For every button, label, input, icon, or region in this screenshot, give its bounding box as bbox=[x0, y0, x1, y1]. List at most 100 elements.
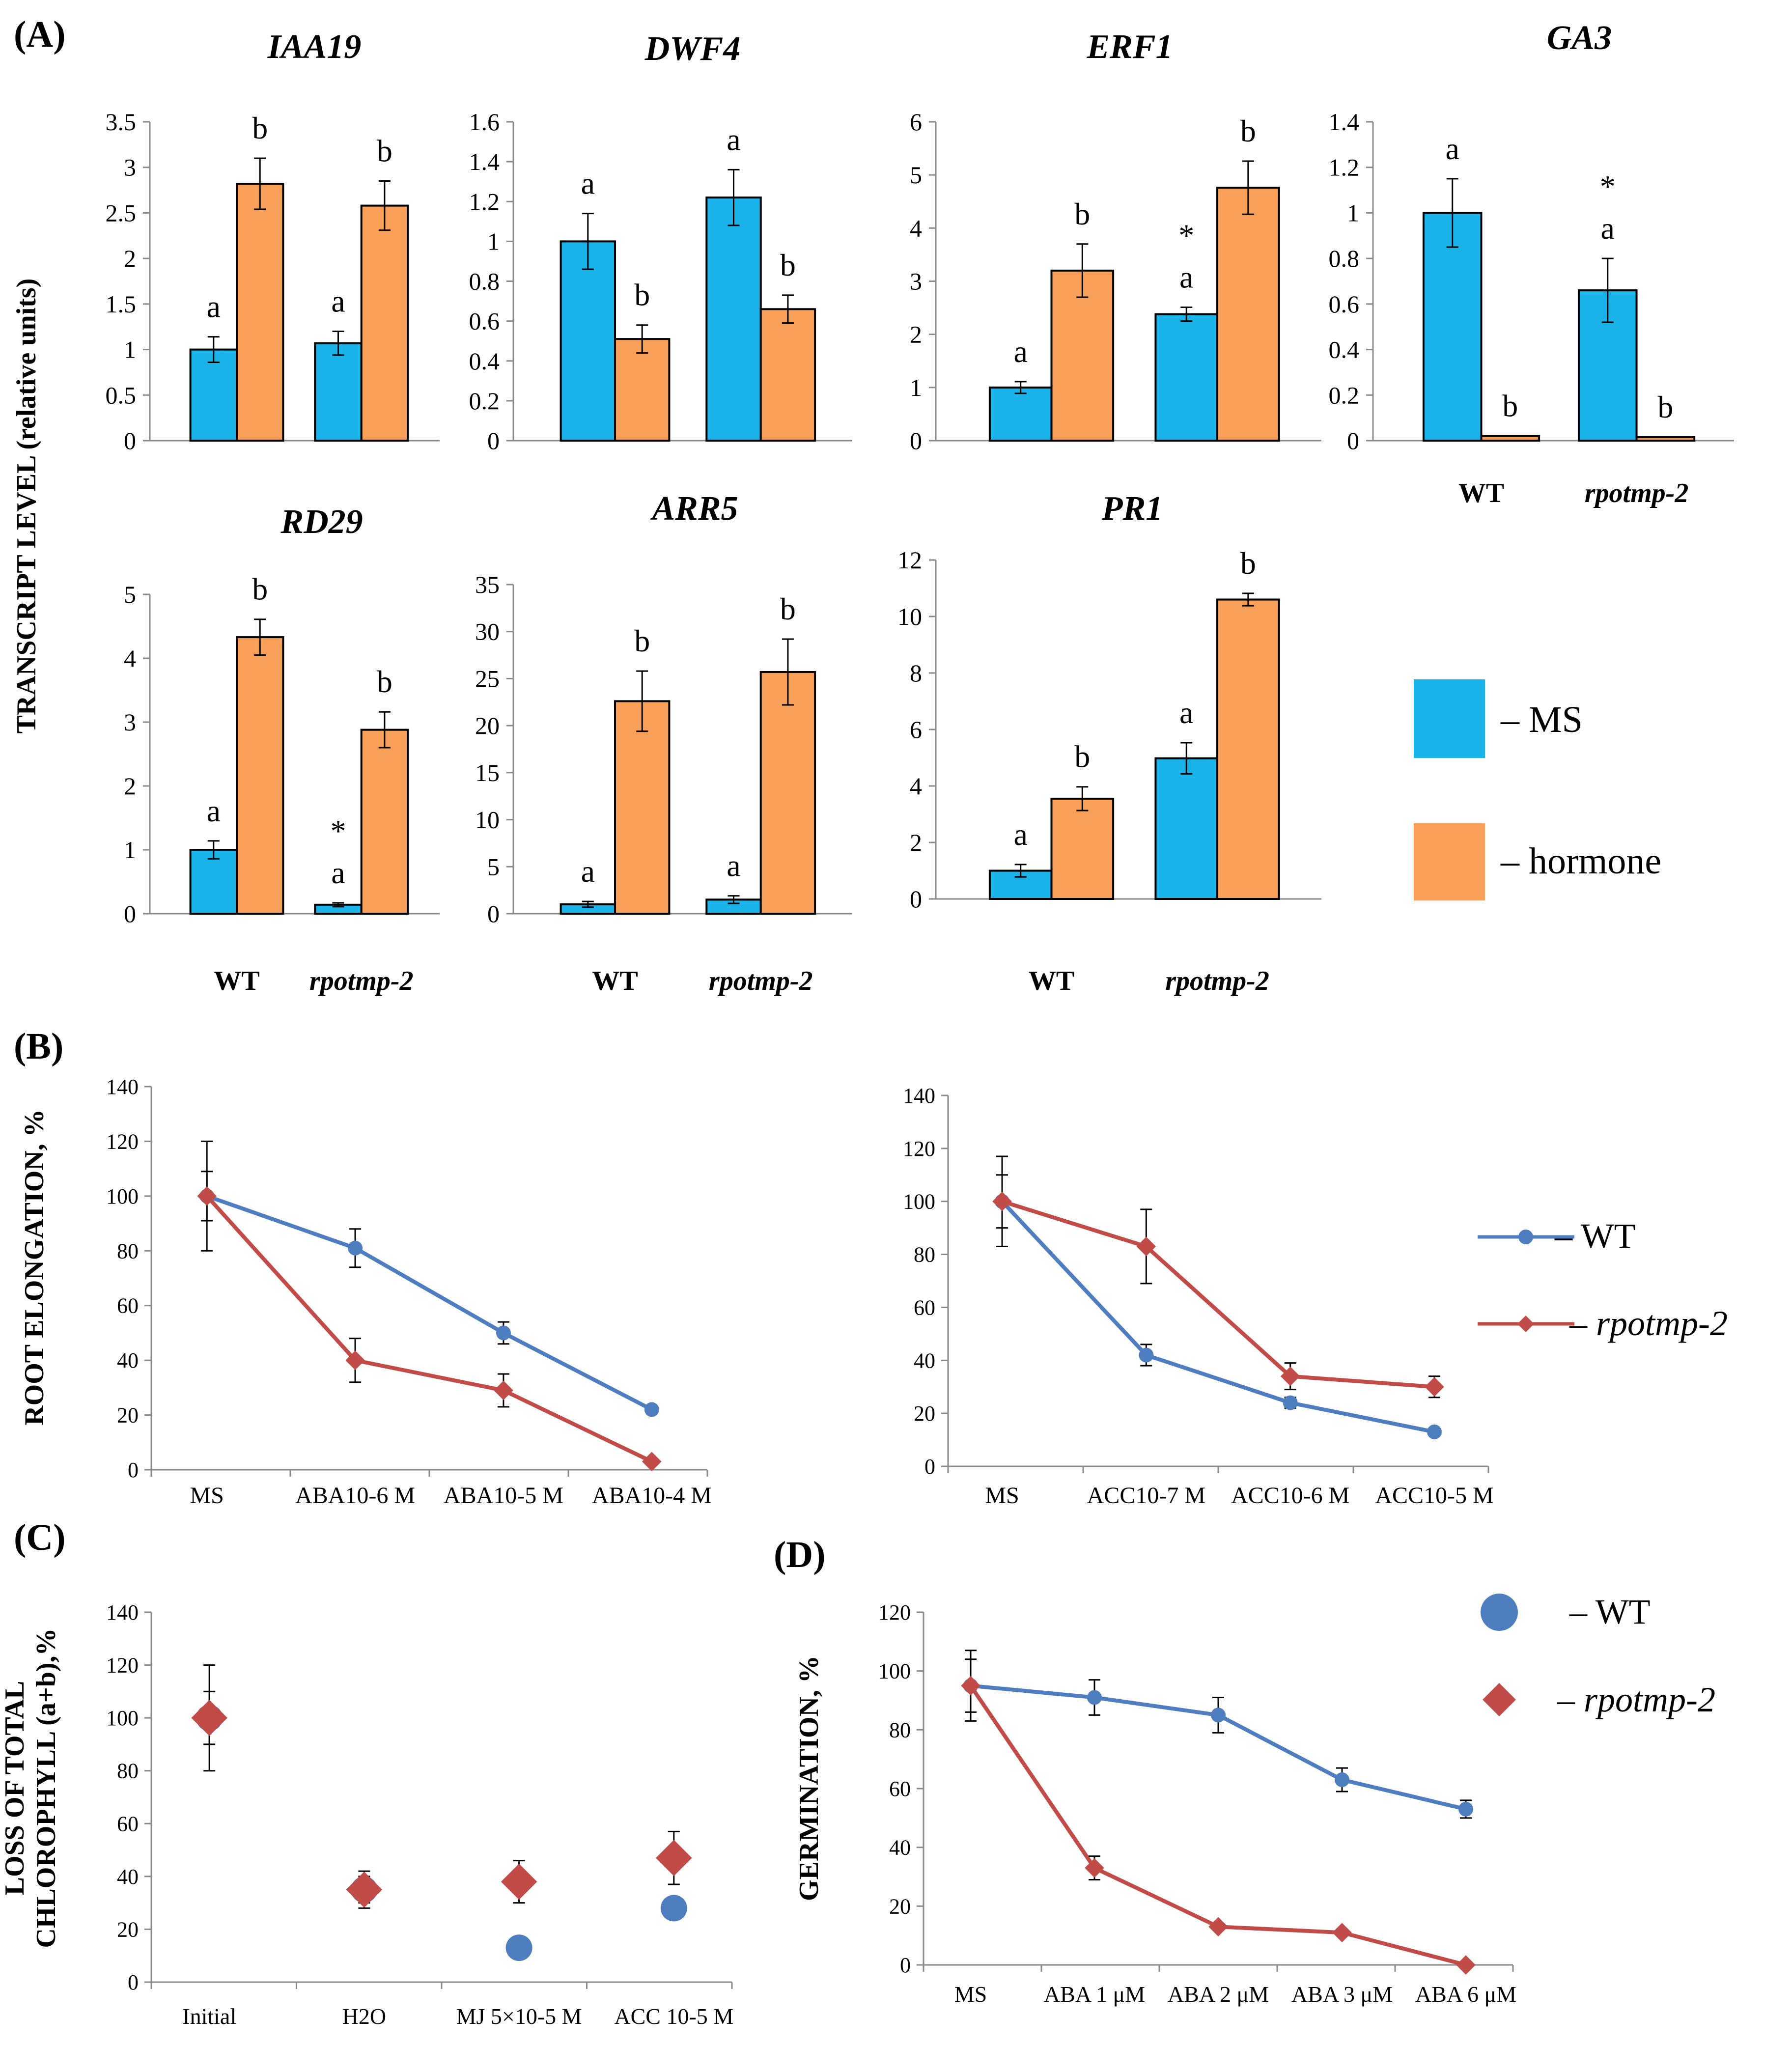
significance-letter-erf1: b bbox=[1240, 113, 1256, 148]
y-tick-label-pr1: 8 bbox=[910, 659, 922, 687]
x-category-label-b_acc: ACC10-5 M bbox=[1375, 1483, 1493, 1509]
legend-b-mut-label: – rpotmp-2 bbox=[1569, 1304, 1728, 1343]
panel-c-y-axis-title-line1: LOSS OF TOTAL bbox=[0, 1681, 30, 1896]
legend-hormone-swatch bbox=[1414, 823, 1485, 900]
y-tick-label-b_acc: 40 bbox=[914, 1348, 935, 1373]
significance-letter-pr1: a bbox=[1013, 817, 1027, 852]
data-point-d-wt bbox=[1211, 1708, 1226, 1723]
y-tick-label-d: 120 bbox=[878, 1600, 911, 1625]
x-category-label-arr5: WT bbox=[592, 966, 638, 996]
data-point-c-wt bbox=[505, 1934, 532, 1961]
y-tick-label-rd29: 0 bbox=[124, 900, 136, 927]
x-category-label-arr5: rpotmp-2 bbox=[709, 966, 813, 996]
y-tick-label-ga3: 1 bbox=[1347, 199, 1359, 226]
y-tick-label-ga3: 1.4 bbox=[1329, 108, 1360, 136]
significance-letter-dwf4: a bbox=[727, 122, 740, 157]
significance-letter-ga3: a bbox=[1445, 131, 1459, 166]
chart-title-ga3: GA3 bbox=[1547, 19, 1612, 57]
y-tick-label-c: 60 bbox=[117, 1812, 139, 1836]
y-tick-label-b_aba: 100 bbox=[106, 1184, 139, 1208]
y-tick-label-rd29: 5 bbox=[124, 581, 136, 608]
bar-arr5 bbox=[759, 671, 816, 915]
y-tick-label-ga3: 0 bbox=[1347, 427, 1359, 454]
data-point-d-rpotmp bbox=[1085, 1858, 1104, 1878]
significance-letter-pr1: b bbox=[1240, 546, 1256, 581]
significance-letter-erf1: b bbox=[1074, 196, 1090, 231]
y-tick-label-dwf4: 1.2 bbox=[469, 188, 500, 215]
panel-label-a: (A) bbox=[14, 14, 66, 55]
significance-letter-iaa19: b bbox=[377, 134, 392, 168]
significance-star-erf1: * bbox=[1178, 218, 1194, 253]
panel-label-b: (B) bbox=[14, 1026, 63, 1067]
series-line-b_aba-wt bbox=[206, 1194, 653, 1411]
x-category-label-rd29: WT bbox=[214, 966, 259, 996]
chart-title-erf1: ERF1 bbox=[1086, 28, 1173, 66]
data-point-b_aba-rpotmp bbox=[197, 1186, 217, 1206]
y-tick-label-arr5: 30 bbox=[475, 618, 500, 645]
data-point-b_acc-wt bbox=[1139, 1347, 1154, 1363]
panel-b-y-axis-title: ROOT ELONGATION, % bbox=[19, 1109, 50, 1426]
bar-pr1 bbox=[1216, 598, 1280, 900]
bar-iaa19 bbox=[360, 204, 409, 442]
x-category-label-d: ABA 6 μM bbox=[1415, 1982, 1516, 2007]
bar-ga3 bbox=[1480, 435, 1540, 442]
y-tick-label-rd29: 1 bbox=[124, 836, 136, 864]
legend-ms-swatch bbox=[1414, 679, 1485, 758]
data-point-b_aba-wt bbox=[496, 1325, 511, 1341]
x-category-label-c: MJ 5×10-5 M bbox=[456, 2004, 582, 2029]
y-tick-label-iaa19: 2 bbox=[124, 245, 136, 272]
chart-title-rd29: RD29 bbox=[280, 503, 363, 541]
y-tick-label-b_aba: 0 bbox=[128, 1458, 139, 1482]
data-point-c-rpotmp bbox=[656, 1840, 692, 1876]
y-tick-label-dwf4: 0.2 bbox=[469, 387, 500, 415]
x-category-label-b_acc: ACC10-7 M bbox=[1087, 1483, 1205, 1509]
y-tick-label-dwf4: 1.6 bbox=[469, 108, 500, 136]
y-tick-label-b_aba: 60 bbox=[117, 1294, 139, 1318]
series-line-b_aba-rpotmp bbox=[205, 1195, 653, 1463]
significance-letter-arr5: b bbox=[634, 623, 650, 658]
x-category-label-b_acc: MS bbox=[985, 1483, 1019, 1509]
data-point-c-rpotmp bbox=[191, 1700, 227, 1736]
y-tick-label-b_acc: 100 bbox=[903, 1190, 935, 1214]
significance-letter-iaa19: a bbox=[207, 289, 221, 324]
y-tick-label-d: 80 bbox=[889, 1718, 911, 1742]
legend-ms-label: – MS bbox=[1500, 699, 1583, 740]
y-tick-label-b_aba: 140 bbox=[106, 1075, 139, 1099]
data-point-b_acc-rpotmp bbox=[992, 1191, 1012, 1211]
data-point-d-rpotmp bbox=[1332, 1923, 1352, 1942]
bar-iaa19 bbox=[236, 183, 284, 442]
y-tick-label-rd29: 4 bbox=[124, 644, 136, 672]
y-tick-label-rd29: 3 bbox=[124, 708, 136, 736]
data-point-c-rpotmp bbox=[501, 1863, 537, 1900]
y-tick-label-d: 40 bbox=[889, 1836, 911, 1860]
significance-letter-dwf4: a bbox=[581, 166, 595, 201]
y-tick-label-pr1: 12 bbox=[897, 546, 922, 574]
data-point-b_acc-wt bbox=[1283, 1395, 1298, 1410]
y-tick-label-iaa19: 1.5 bbox=[106, 290, 137, 318]
y-tick-label-b_acc: 140 bbox=[903, 1084, 935, 1108]
y-tick-label-ga3: 0.8 bbox=[1329, 245, 1360, 272]
x-category-label-pr1: WT bbox=[1029, 966, 1074, 996]
significance-letter-rd29: a bbox=[207, 793, 221, 828]
y-tick-label-erf1: 3 bbox=[910, 268, 922, 295]
series-line-b_acc-rpotmp bbox=[1001, 1199, 1435, 1389]
y-tick-label-dwf4: 1 bbox=[487, 227, 500, 255]
y-tick-label-iaa19: 2.5 bbox=[106, 199, 137, 226]
significance-letter-rd29: b bbox=[377, 664, 392, 699]
legend-c-wt-label: – WT bbox=[1569, 1592, 1651, 1631]
y-tick-label-arr5: 10 bbox=[475, 806, 500, 834]
x-category-label-d: ABA 1 μM bbox=[1044, 1982, 1145, 2007]
data-point-d-rpotmp bbox=[1456, 1955, 1476, 1975]
data-point-d-wt bbox=[1087, 1690, 1102, 1705]
significance-letter-erf1: a bbox=[1013, 334, 1027, 369]
data-point-b_aba-wt bbox=[644, 1402, 659, 1417]
y-tick-label-dwf4: 0.8 bbox=[469, 268, 500, 295]
y-tick-label-b_aba: 40 bbox=[117, 1348, 139, 1373]
x-category-label-ga3: rpotmp-2 bbox=[1585, 478, 1689, 508]
x-category-label-b_acc: ACC10-6 M bbox=[1231, 1483, 1349, 1509]
bar-rd29 bbox=[360, 728, 409, 915]
data-point-b_acc-rpotmp bbox=[1425, 1377, 1444, 1397]
bar-dwf4 bbox=[614, 338, 671, 442]
chart-title-pr1: PR1 bbox=[1101, 490, 1163, 528]
